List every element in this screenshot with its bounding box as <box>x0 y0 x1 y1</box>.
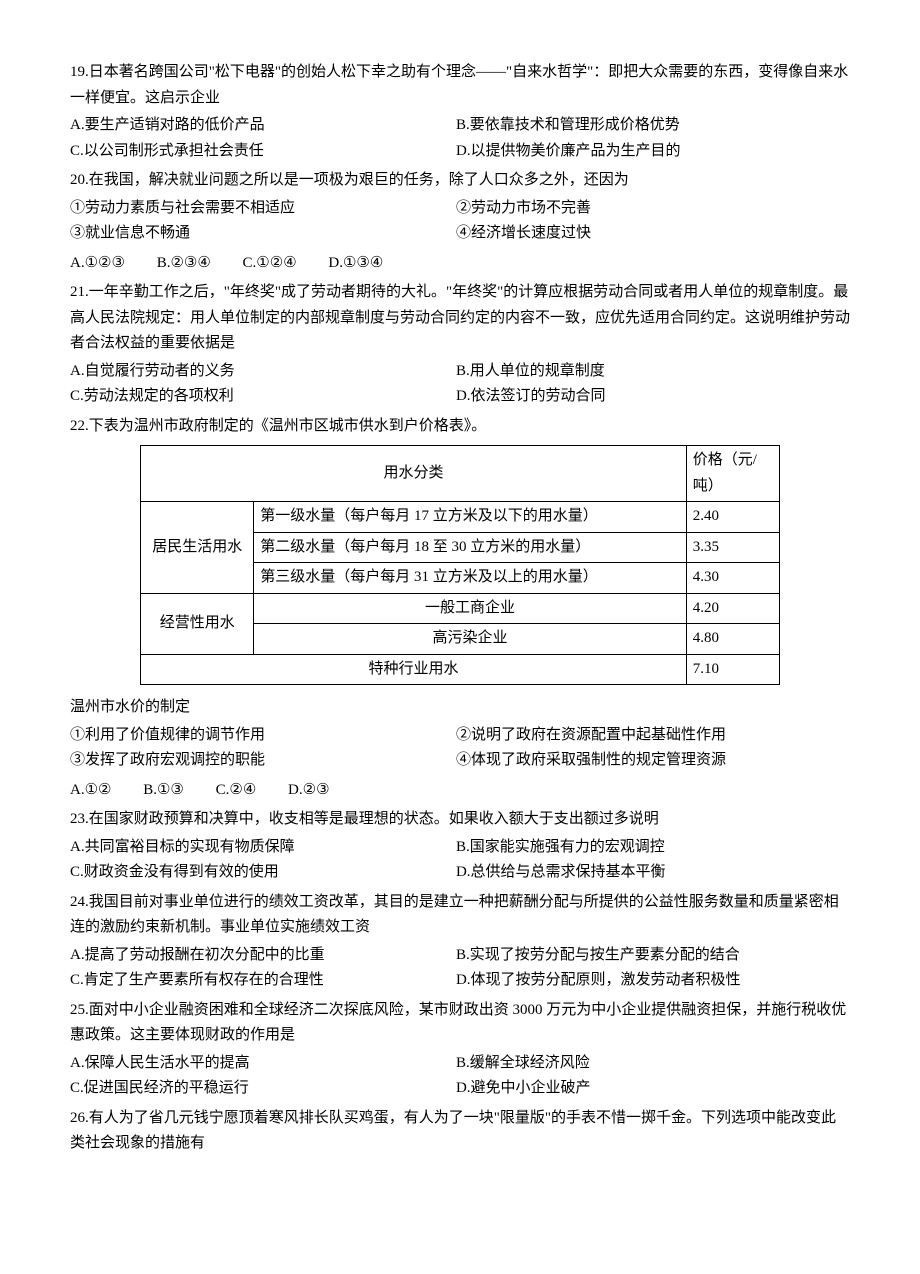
q25-D: D.避免中小企业破产 <box>456 1076 838 1102</box>
q22-A: A.①② <box>70 778 111 804</box>
q25-options: A.保障人民生活水平的提高 B.缓解全球经济风险 C.促进国民经济的平稳运行 D… <box>70 1051 850 1102</box>
q20-D: D.①③④ <box>328 251 383 277</box>
row-tier1: 第一级水量（每户每月 17 立方米及以下的用水量） <box>254 502 687 533</box>
q22-intro: 22.下表为温州市政府制定的《温州市区城市供水到户价格表》。 <box>70 414 850 440</box>
q20-options: A.①②③ B.②③④ C.①②④ D.①③④ <box>70 251 850 277</box>
q22-B: B.①③ <box>143 778 184 804</box>
q21-A: A.自觉履行劳动者的义务 <box>70 359 452 385</box>
q20-s2: ②劳动力市场不完善 <box>456 196 838 222</box>
q21-stem: 21.一年辛勤工作之后，"年终奖"成了劳动者期待的大礼。"年终奖"的计算应根据劳… <box>70 280 850 357</box>
th-price: 价格（元/吨） <box>686 446 779 502</box>
q23-stem: 23.在国家财政预算和决算中，收支相等是最理想的状态。如果收入额大于支出额过多说… <box>70 807 850 833</box>
q19-options: A.要生产适销对路的低价产品 B.要依靠技术和管理形成价格优势 C.以公司制形式… <box>70 113 850 164</box>
q19-D: D.以提供物美价廉产品为生产目的 <box>456 139 838 165</box>
q22-options: A.①② B.①③ C.②④ D.②③ <box>70 778 850 804</box>
q23-D: D.总供给与总需求保持基本平衡 <box>456 860 838 886</box>
q22-subs: ①利用了价值规律的调节作用 ②说明了政府在资源配置中起基础性作用 ③发挥了政府宏… <box>70 723 850 774</box>
q22-s4: ④体现了政府采取强制性的规定管理资源 <box>456 748 838 774</box>
row-tier3: 第三级水量（每户每月 31 立方米及以上的用水量） <box>254 563 687 594</box>
q24-stem: 24.我国目前对事业单位进行的绩效工资改革，其目的是建立一种把薪酬分配与所提供的… <box>70 890 850 941</box>
q22-stem: 温州市水价的制定 <box>70 695 850 721</box>
q20-s1: ①劳动力素质与社会需要不相适应 <box>70 196 452 222</box>
q24-B: B.实现了按劳分配与按生产要素分配的结合 <box>456 943 838 969</box>
water-price-table: 用水分类 价格（元/吨） 居民生活用水 第一级水量（每户每月 17 立方米及以下… <box>140 445 780 685</box>
price-general: 4.20 <box>686 593 779 624</box>
cat-special: 特种行业用水 <box>141 654 687 685</box>
q23-B: B.国家能实施强有力的宏观调控 <box>456 835 838 861</box>
q19-C: C.以公司制形式承担社会责任 <box>70 139 452 165</box>
q21-B: B.用人单位的规章制度 <box>456 359 838 385</box>
q23-C: C.财政资金没有得到有效的使用 <box>70 860 452 886</box>
price-special: 7.10 <box>686 654 779 685</box>
q20-stem: 20.在我国，解决就业问题之所以是一项极为艰巨的任务，除了人口众多之外，还因为 <box>70 168 850 194</box>
price-tier3: 4.30 <box>686 563 779 594</box>
cat-business: 经营性用水 <box>141 593 254 654</box>
q21-C: C.劳动法规定的各项权利 <box>70 384 452 410</box>
q20-B: B.②③④ <box>157 251 211 277</box>
q20-A: A.①②③ <box>70 251 125 277</box>
q20-s3: ③就业信息不畅通 <box>70 221 452 247</box>
q24-C: C.肯定了生产要素所有权存在的合理性 <box>70 968 452 994</box>
row-pollution: 高污染企业 <box>254 624 687 655</box>
q23-A: A.共同富裕目标的实现有物质保障 <box>70 835 452 861</box>
q22-s1: ①利用了价值规律的调节作用 <box>70 723 452 749</box>
q21-D: D.依法签订的劳动合同 <box>456 384 838 410</box>
q22-C: C.②④ <box>216 778 257 804</box>
q24-A: A.提高了劳动报酬在初次分配中的比重 <box>70 943 452 969</box>
q19-A: A.要生产适销对路的低价产品 <box>70 113 452 139</box>
q25-stem: 25.面对中小企业融资困难和全球经济二次探底风险，某市财政出资 3000 万元为… <box>70 998 850 1049</box>
row-general: 一般工商企业 <box>254 593 687 624</box>
q22-s3: ③发挥了政府宏观调控的职能 <box>70 748 452 774</box>
q25-A: A.保障人民生活水平的提高 <box>70 1051 452 1077</box>
price-tier2: 3.35 <box>686 532 779 563</box>
q22-D: D.②③ <box>288 778 329 804</box>
q25-B: B.缓解全球经济风险 <box>456 1051 838 1077</box>
q23-options: A.共同富裕目标的实现有物质保障 B.国家能实施强有力的宏观调控 C.财政资金没… <box>70 835 850 886</box>
q24-D: D.体现了按劳分配原则，激发劳动者积极性 <box>456 968 838 994</box>
th-category: 用水分类 <box>141 446 687 502</box>
price-tier1: 2.40 <box>686 502 779 533</box>
q20-C: C.①②④ <box>243 251 297 277</box>
q25-C: C.促进国民经济的平稳运行 <box>70 1076 452 1102</box>
q26-stem: 26.有人为了省几元钱宁愿顶着寒风排长队买鸡蛋，有人为了一块"限量版"的手表不惜… <box>70 1106 850 1157</box>
q21-options: A.自觉履行劳动者的义务 B.用人单位的规章制度 C.劳动法规定的各项权利 D.… <box>70 359 850 410</box>
row-tier2: 第二级水量（每户每月 18 至 30 立方米的用水量） <box>254 532 687 563</box>
q19-B: B.要依靠技术和管理形成价格优势 <box>456 113 838 139</box>
q20-subs: ①劳动力素质与社会需要不相适应 ②劳动力市场不完善 ③就业信息不畅通 ④经济增长… <box>70 196 850 247</box>
price-pollution: 4.80 <box>686 624 779 655</box>
cat-residential: 居民生活用水 <box>141 502 254 594</box>
q19-stem: 19.日本著名跨国公司"松下电器"的创始人松下幸之助有个理念——"自来水哲学"：… <box>70 60 850 111</box>
q20-s4: ④经济增长速度过快 <box>456 221 838 247</box>
q24-options: A.提高了劳动报酬在初次分配中的比重 B.实现了按劳分配与按生产要素分配的结合 … <box>70 943 850 994</box>
q22-s2: ②说明了政府在资源配置中起基础性作用 <box>456 723 838 749</box>
